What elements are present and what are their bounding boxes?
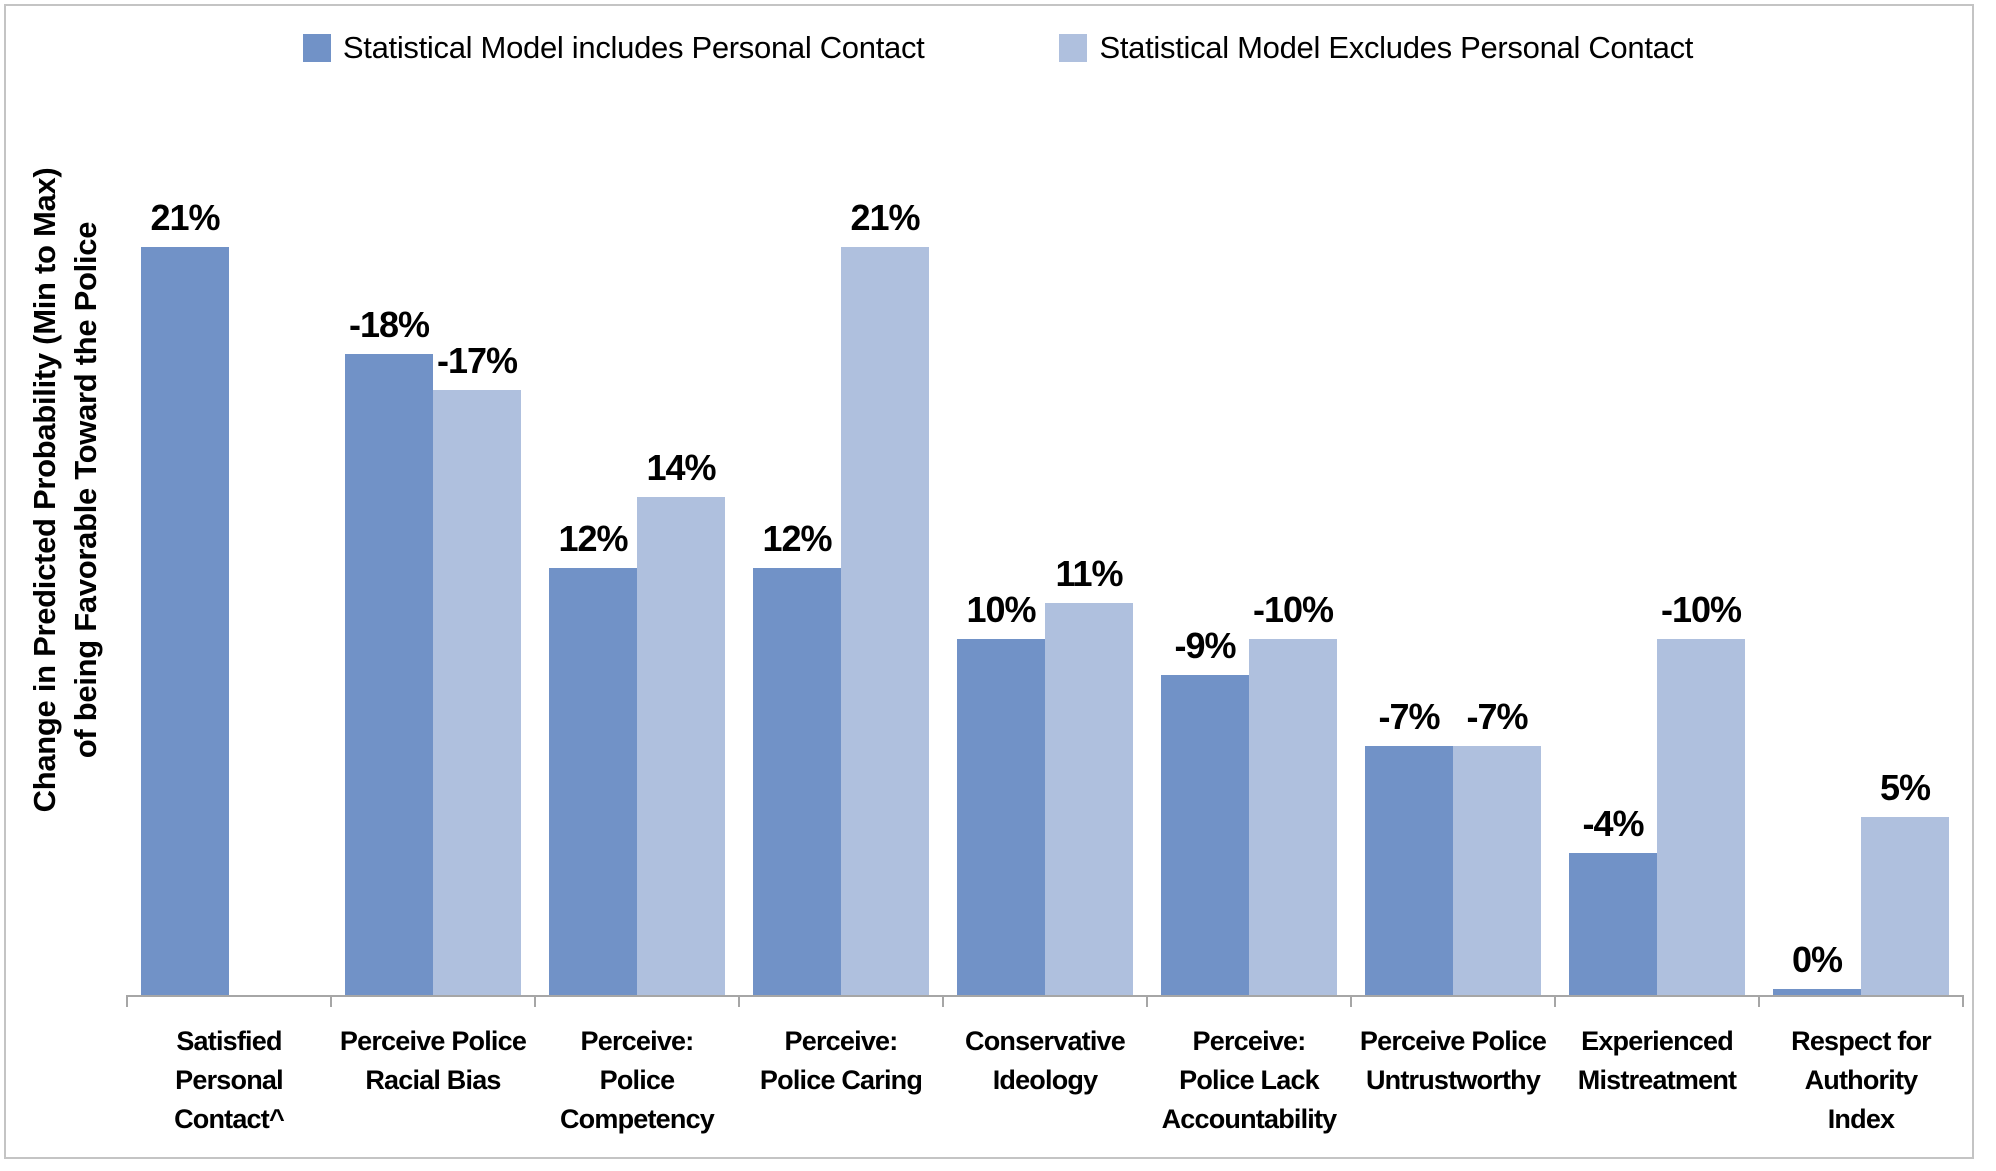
bar-value-label: -10% bbox=[1660, 589, 1742, 630]
bar-pair: 12% 21% bbox=[753, 197, 929, 995]
bar-includes-contact: 21% bbox=[141, 197, 229, 995]
category-group: 0% 5% bbox=[1759, 140, 1963, 995]
x-axis-label: Perceive Police Racial Bias bbox=[339, 1026, 527, 1095]
bar-value-label: -18% bbox=[348, 304, 430, 345]
bar-value-label: 5% bbox=[1879, 767, 1931, 808]
bar-excludes-contact: 11% bbox=[1045, 553, 1133, 995]
axis-tick bbox=[941, 995, 944, 1007]
bar-excludes-contact: -17% bbox=[433, 340, 521, 995]
bar-pair: -18% -17% bbox=[345, 304, 521, 995]
bar-pair: 12% 14% bbox=[549, 447, 725, 995]
bar-pair: -7% -7% bbox=[1365, 696, 1541, 995]
bar-pair: 0% 5% bbox=[1773, 767, 1949, 995]
bar-pair: 10% 11% bbox=[957, 553, 1133, 995]
x-axis-label: Perceive: Police Caring bbox=[759, 1026, 923, 1095]
bar-value-label: -10% bbox=[1252, 589, 1334, 630]
bar-includes-contact: 12% bbox=[549, 518, 637, 995]
bar-pair: -9% -10% bbox=[1161, 589, 1337, 995]
category-group: 10% 11% bbox=[943, 140, 1147, 995]
x-axis-label: Respect for Authority Index bbox=[1791, 1026, 1932, 1134]
legend-label-includes: Statistical Model includes Personal Cont… bbox=[342, 30, 925, 65]
bar-includes-contact: -18% bbox=[345, 304, 433, 995]
x-axis-label: Perceive Police Untrustworthy bbox=[1359, 1026, 1547, 1095]
bar-value-label: -9% bbox=[1174, 625, 1236, 666]
bar-value-label: 0% bbox=[1791, 939, 1843, 980]
bar-excludes-contact: 21% bbox=[841, 197, 929, 995]
category-group: 12% 14% bbox=[535, 140, 739, 995]
bar-pair: 21% bbox=[141, 197, 317, 995]
legend-label-excludes: Statistical Model Excludes Personal Cont… bbox=[1099, 30, 1694, 65]
bar-excludes-contact: -10% bbox=[1657, 589, 1745, 995]
category-group: 12% 21% bbox=[739, 140, 943, 995]
x-axis-label: Perceive: Police Competency bbox=[559, 1026, 715, 1134]
axis-tick bbox=[126, 995, 128, 1007]
legend-item-excludes: Statistical Model Excludes Personal Cont… bbox=[1059, 30, 1693, 66]
bar-includes-contact: 0% bbox=[1773, 939, 1861, 995]
bar-value-label: 12% bbox=[762, 518, 832, 559]
bar-value-label: -7% bbox=[1378, 696, 1440, 737]
x-axis-labels: Satisfied Personal Contact^ Perceive Poli… bbox=[127, 1022, 1963, 1139]
bar-excludes-contact: 14% bbox=[637, 447, 725, 995]
axis-tick bbox=[533, 995, 536, 1007]
bar-value-label: 21% bbox=[150, 197, 220, 238]
bar-includes-contact: -9% bbox=[1161, 625, 1249, 995]
axis-tick bbox=[329, 995, 332, 1007]
axis-tick bbox=[1962, 995, 1964, 1007]
bar-excludes-contact: -10% bbox=[1249, 589, 1337, 995]
plot-area: 21% -18% -17% 12% 14% 12% 21% 10% 11% -9% -10% -7% -… bbox=[126, 140, 1964, 1007]
legend: Statistical Model includes Personal Cont… bbox=[0, 30, 1996, 66]
legend-swatch-excludes bbox=[1059, 34, 1088, 62]
axis-tick bbox=[737, 995, 740, 1007]
bar-includes-contact: 12% bbox=[753, 518, 841, 995]
category-group: -9% -10% bbox=[1147, 140, 1351, 995]
axis-tick bbox=[1349, 995, 1352, 1007]
bar-pair: -4% -10% bbox=[1569, 589, 1745, 995]
bar-includes-contact: 10% bbox=[957, 589, 1045, 995]
x-axis-label: Perceive: Police Lack Accountability bbox=[1161, 1026, 1338, 1134]
legend-swatch-includes bbox=[302, 34, 331, 62]
x-axis-label: Experienced Mistreatment bbox=[1577, 1026, 1737, 1095]
axis-tick bbox=[1757, 995, 1760, 1007]
bar-value-label: 12% bbox=[558, 518, 628, 559]
category-group: -18% -17% bbox=[331, 140, 535, 995]
bar-includes-contact: -4% bbox=[1569, 803, 1657, 995]
bar-value-label: 11% bbox=[1055, 553, 1123, 594]
y-axis-title: Change in Predicted Probability (Min to … bbox=[27, 167, 103, 813]
bar-value-label: 21% bbox=[850, 197, 920, 238]
x-axis-label: Conservative Ideology bbox=[965, 1026, 1126, 1095]
x-axis-label: Satisfied Personal Contact^ bbox=[174, 1026, 285, 1134]
bar-groups: 21% -18% -17% 12% 14% 12% 21% 10% 11% -9% -10% -7% -… bbox=[127, 140, 1963, 995]
bar-excludes-contact: 5% bbox=[1861, 767, 1949, 995]
axis-tick bbox=[1554, 995, 1556, 1007]
bar-value-label: 10% bbox=[966, 589, 1036, 630]
category-group: 21% bbox=[127, 140, 331, 995]
bar-value-label: 14% bbox=[646, 447, 716, 488]
legend-item-includes: Statistical Model includes Personal Cont… bbox=[302, 30, 925, 66]
bar-excludes-contact: -7% bbox=[1453, 696, 1541, 995]
category-group: -4% -10% bbox=[1555, 140, 1759, 995]
bar-value-label: -7% bbox=[1466, 696, 1528, 737]
axis-tick bbox=[1146, 995, 1148, 1007]
bar-includes-contact: -7% bbox=[1365, 696, 1453, 995]
category-group: -7% -7% bbox=[1351, 140, 1555, 995]
bar-value-label: -4% bbox=[1582, 803, 1644, 844]
bar-value-label: -17% bbox=[436, 340, 518, 381]
